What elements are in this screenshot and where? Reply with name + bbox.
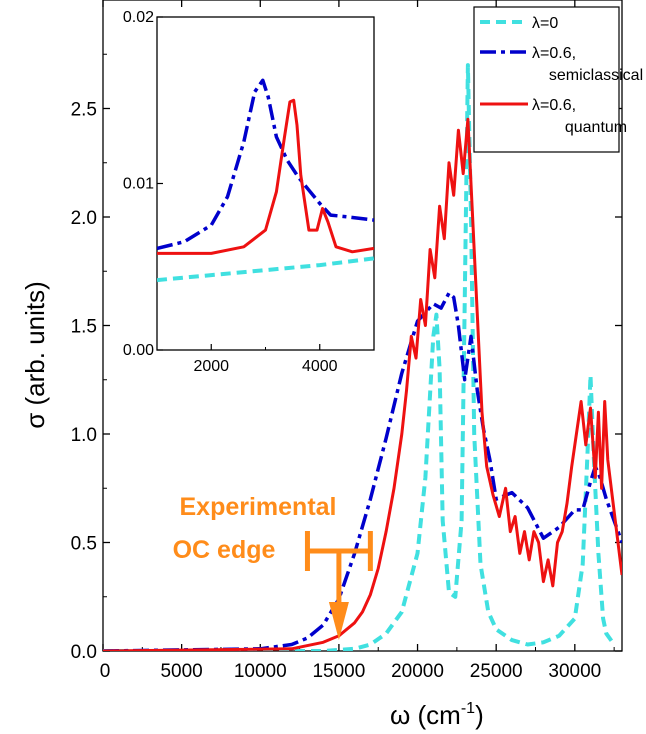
series-group <box>103 63 622 651</box>
x-axis-label-exponent: -1 <box>461 700 475 717</box>
x-axis-label-base: ω (cm <box>390 700 461 730</box>
experimental-edge-annotation: Experimental OC edge <box>173 493 373 640</box>
inset-series-group <box>157 78 374 283</box>
legend-label-semiclassical-line2: semiclassical <box>549 67 643 84</box>
main-plot-area: 0 5000 10000 15000 20000 25000 30000 0.0 0.5 1.0 1… <box>71 0 623 682</box>
x-tick-label: 25000 <box>470 661 523 682</box>
x-tick-label: 5000 <box>160 661 202 682</box>
annotation-arrow-head <box>328 602 349 640</box>
y-tick-label: 2.0 <box>71 208 97 229</box>
series-line-semiclassical <box>103 291 622 651</box>
inset-y-tick-label: 0.01 <box>123 176 154 193</box>
inset-series-line-quantum <box>157 98 374 255</box>
inset-x-tick-label: 2000 <box>193 358 229 375</box>
inset-series-line-semiclassical <box>157 78 374 251</box>
x-tick-label: 20000 <box>391 661 444 682</box>
inset-y-tick-label: 0.02 <box>123 9 154 26</box>
series-line-quantum <box>103 117 622 651</box>
y-tick-label: 1.5 <box>71 317 97 338</box>
legend-label-lambda0: λ=0 <box>532 15 558 32</box>
x-tick-label: 10000 <box>234 661 287 682</box>
x-tick-label: 0 <box>100 661 111 682</box>
legend-label-quantum-line2: quantum <box>565 119 627 136</box>
legend-label-semiclassical: λ=0.6, <box>532 45 576 62</box>
y-tick-label: 0.0 <box>71 642 97 663</box>
y-tick-label: 1.0 <box>71 425 97 446</box>
x-tick-label: 15000 <box>312 661 365 682</box>
inset-frame <box>156 16 375 351</box>
legend-label-quantum: λ=0.6, <box>532 97 576 114</box>
x-tick-label: 30000 <box>548 661 601 682</box>
annotation-line2: OC edge <box>173 536 276 564</box>
x-axis-label: ω (cm-1) <box>390 700 484 730</box>
inset-y-tick-label: 0.00 <box>123 342 154 359</box>
x-axis-label-close: ) <box>475 700 484 730</box>
y-axis-label: σ (arb. units) <box>20 281 50 429</box>
inset-series-line-lambda0 <box>157 256 374 283</box>
annotation-line1: Experimental <box>179 493 336 521</box>
legend-box <box>473 6 620 153</box>
legend: λ=0 λ=0.6, semiclassical λ=0.6, quantum <box>473 6 643 153</box>
y-tick-label: 0.5 <box>71 534 97 555</box>
inset-x-tick-label: 4000 <box>302 358 338 375</box>
inset-plot-area: 2000 4000 0.00 0.01 0.02 <box>123 9 375 375</box>
y-tick-label: 2.5 <box>71 100 97 121</box>
